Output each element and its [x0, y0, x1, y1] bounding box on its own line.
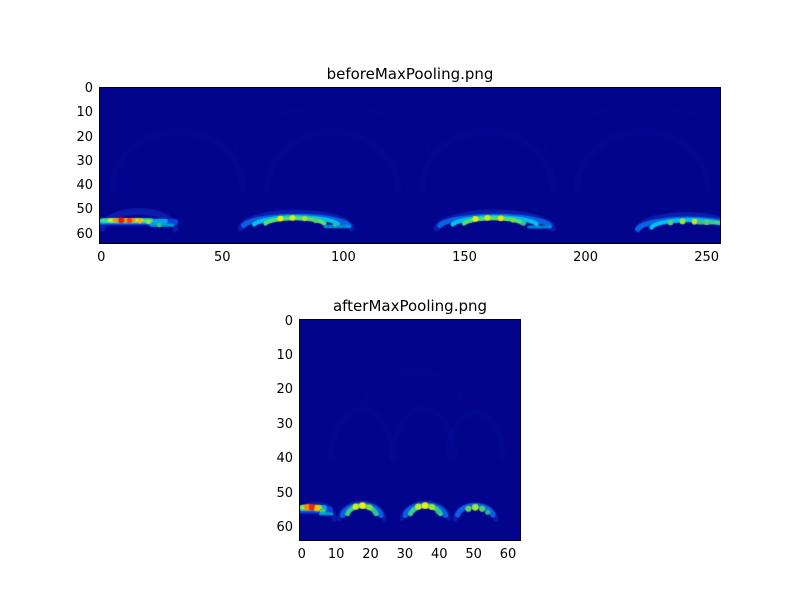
x-tick-label: 250 [694, 250, 720, 265]
y-tick-label: 0 [284, 313, 293, 329]
y-tick-label: 0 [84, 81, 93, 97]
heatmap-after-max-pooling [299, 319, 521, 541]
y-tick-label: 40 [276, 451, 293, 467]
y-tick-label: 60 [76, 226, 93, 242]
plot-title-before: beforeMaxPooling.png [326, 65, 494, 83]
x-tick-label: 0 [297, 547, 306, 562]
x-tick-label: 50 [214, 250, 231, 265]
x-tick-label: 0 [97, 250, 106, 265]
y-tick-label: 30 [276, 416, 293, 432]
y-tick-label: 10 [76, 105, 93, 121]
y-tick-label: 20 [276, 382, 293, 398]
x-tick-label: 30 [396, 547, 414, 562]
x-tick-label: 100 [330, 250, 356, 265]
y-tick-label: 50 [276, 485, 293, 501]
x-tick-label: 50 [465, 547, 482, 562]
x-tick-label: 40 [430, 547, 448, 562]
y-tick-label: 30 [76, 153, 93, 169]
x-tick-label: 200 [573, 250, 598, 265]
y-tick-label: 50 [76, 202, 93, 218]
heatmap-before-max-pooling [99, 87, 721, 244]
y-tick-label: 20 [76, 129, 93, 145]
x-tick-label: 60 [499, 547, 517, 562]
y-tick-label: 60 [276, 519, 293, 535]
y-tick-label: 40 [76, 178, 93, 194]
plot-title-after: afterMaxPooling.png [332, 297, 488, 315]
x-tick-label: 10 [327, 547, 345, 562]
x-tick-label: 150 [452, 250, 477, 265]
x-tick-label: 20 [362, 547, 379, 562]
y-tick-label: 10 [276, 348, 293, 364]
